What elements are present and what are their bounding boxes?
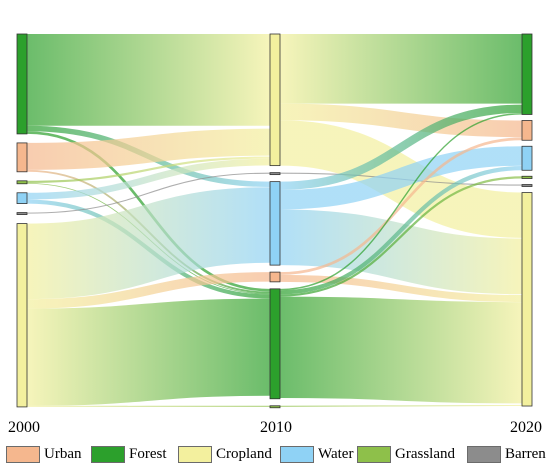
node-2010-cropland (269, 33, 281, 167)
flow-2010-forest-to-2020-cropland (279, 296, 523, 404)
node-2020-barren (521, 184, 533, 187)
node-2020-forest (521, 33, 533, 115)
year-label-2020: 2020 (510, 419, 542, 436)
flow-2010-cropland-to-2020-urban (279, 103, 523, 138)
legend-item-water: Water (280, 443, 353, 465)
flow-2010-forest-to-2020-grassland (279, 176, 523, 297)
node-2020-grassland (521, 175, 533, 179)
node-2000-barren (16, 212, 28, 215)
sankey-nodes (16, 33, 533, 409)
flow-2000-water-to-2010-cropland (26, 158, 271, 200)
node-2000-water (16, 192, 28, 204)
year-label-2000: 2000 (8, 419, 40, 436)
flow-2010-forest-to-2020-forest (279, 113, 523, 291)
node-2010-barren (269, 172, 281, 176)
flow-2000-cropland-to-2010-urban (26, 272, 271, 309)
flow-2000-cropland-to-2010-forest (26, 298, 271, 406)
legend-item-forest: Forest (91, 443, 167, 465)
flow-2000-urban-to-2010-cropland (26, 128, 271, 170)
flow-2000-grassland-to-2010-cropland (26, 156, 271, 183)
node-2000-urban (16, 142, 28, 173)
node-2010-grassland (269, 405, 281, 409)
sankey-chart: 2000 2010 2020 (8, 33, 542, 436)
flow-2010-urban-to-2020-urban (279, 137, 523, 275)
year-label-2010: 2010 (260, 419, 292, 436)
node-2020-cropland (521, 192, 533, 407)
legend-item-barren: Barren (467, 443, 546, 465)
flow-2000-barren-to-2010-barren (26, 172, 271, 214)
node-2010-urban (269, 271, 281, 283)
node-2000-grassland (16, 180, 28, 185)
legend-label-grassland: Grassland (395, 445, 455, 462)
node-2000-cropland (16, 223, 28, 408)
legend-swatch-barren (467, 445, 501, 463)
flow-2010-water-to-2020-forest (279, 104, 523, 190)
legend: Urban Forest Cropland Water Grassland Ba… (0, 443, 550, 467)
flow-2010-urban-to-2020-cropland (279, 274, 523, 302)
flow-2010-water-to-2020-cropland (279, 209, 523, 295)
legend-item-cropland: Cropland (178, 443, 272, 465)
legend-item-urban: Urban (6, 443, 82, 465)
flow-2010-water-to-2020-water (279, 146, 523, 210)
legend-swatch-forest (91, 445, 125, 463)
legend-label-forest: Forest (129, 445, 167, 462)
flow-2010-grassland-to-2020-cropland (279, 404, 523, 407)
node-2020-urban (521, 120, 533, 141)
flow-2010-forest-to-2020-water (279, 166, 523, 295)
node-2010-water (269, 181, 281, 266)
legend-label-cropland: Cropland (216, 445, 272, 462)
node-2010-forest (269, 288, 281, 400)
legend-swatch-water (280, 445, 314, 463)
legend-label-water: Water (318, 445, 354, 462)
legend-swatch-urban (6, 445, 40, 463)
legend-swatch-grassland (357, 445, 391, 463)
node-2000-forest (16, 33, 28, 135)
legend-label-barren: Barren (505, 445, 546, 462)
node-2020-water (521, 145, 533, 171)
sankey-links (26, 33, 523, 407)
flow-2000-cropland-to-2010-water (26, 187, 271, 300)
legend-swatch-cropland (178, 445, 212, 463)
legend-label-urban: Urban (44, 445, 82, 462)
legend-item-grassland: Grassland (357, 443, 455, 465)
